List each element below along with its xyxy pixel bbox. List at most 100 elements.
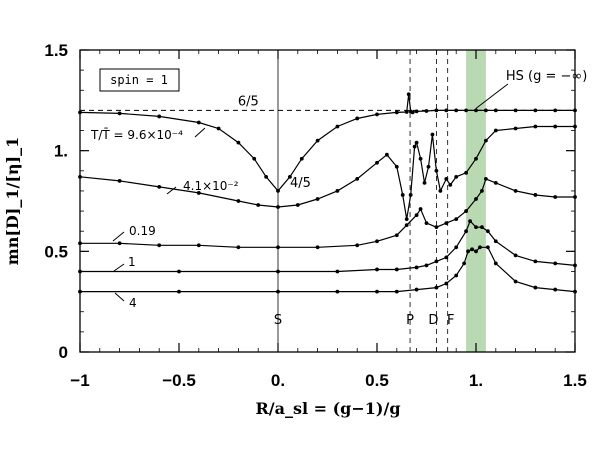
series-3-point-17 <box>513 253 518 258</box>
shaded-band-label: HS (g = −∞) <box>506 69 587 84</box>
series-label-1: 4.1×10⁻² <box>183 179 239 193</box>
shaded-band <box>466 50 486 352</box>
series-0-point-28 <box>493 108 498 113</box>
series-3-point-14 <box>480 225 484 230</box>
series-1-point-2 <box>157 185 162 189</box>
series-0-point-17 <box>406 92 411 97</box>
series-label-leader-2 <box>112 231 125 242</box>
series-1-point-10 <box>355 176 360 181</box>
series-4-point-18 <box>533 285 538 290</box>
series-2-point-20 <box>484 176 488 181</box>
reference-label-0: 6/5 <box>238 94 259 109</box>
y-tick-label-2: 1. <box>54 142 68 161</box>
series-1-point-14 <box>400 193 405 197</box>
series-0-point-8 <box>276 189 280 193</box>
series-3-point-8 <box>434 259 439 264</box>
series-1-point-23 <box>434 168 439 173</box>
series-1-point-5 <box>256 203 261 207</box>
y-tick-label-0: 0 <box>59 343 68 362</box>
y-tick-label-1: 0.5 <box>44 242 68 261</box>
series-1-point-4 <box>236 199 241 203</box>
series-3-point-18 <box>533 259 538 264</box>
series-0-point-26 <box>474 108 478 113</box>
series-2-point-16 <box>454 217 459 222</box>
series-1-point-16 <box>408 193 413 197</box>
series-4-point-1 <box>177 289 181 294</box>
series-0-point-6 <box>252 156 257 161</box>
series-4-point-6 <box>414 287 419 292</box>
series-3-point-3 <box>335 269 340 274</box>
series-2-point-6 <box>315 245 320 250</box>
series-2-point-8 <box>375 239 379 244</box>
series-1-point-11 <box>375 160 379 165</box>
series-4-point-17 <box>513 279 518 284</box>
series-0-point-2 <box>157 114 162 119</box>
x-tick-label-4: 1. <box>469 371 483 390</box>
series-0-point-14 <box>375 112 379 117</box>
series-3-point-5 <box>394 267 399 272</box>
series-1-point-21 <box>426 164 431 169</box>
series-2-point-2 <box>157 243 162 248</box>
series-4-point-5 <box>394 289 399 294</box>
series-1-point-20 <box>422 180 427 185</box>
series-layer <box>78 92 577 294</box>
series-0-point-27 <box>484 108 488 113</box>
series-0-point-24 <box>454 108 459 113</box>
series-4-point-19 <box>553 287 558 292</box>
series-1-point-28 <box>464 170 468 175</box>
legend-box-text: spin = 1 <box>110 73 168 87</box>
series-label-2: 0.19 <box>129 224 156 238</box>
ticks-layer <box>79 49 576 353</box>
series-label-leader-1 <box>166 186 177 195</box>
x-tick-label-3: 0.5 <box>365 371 389 390</box>
series-0-point-19 <box>410 110 415 115</box>
series-0-point-25 <box>464 108 468 113</box>
series-2-point-21 <box>493 180 498 185</box>
series-3-point-15 <box>485 229 490 234</box>
reference-label-3: D <box>428 313 438 328</box>
series-0-point-1 <box>117 111 122 116</box>
series-4-point-12 <box>470 247 474 252</box>
x-axis-title: R/a_sl = (g−1)/g <box>255 399 400 418</box>
series-1-point-30 <box>484 138 488 143</box>
series-1-point-22 <box>430 132 435 137</box>
plot-frame <box>79 49 576 353</box>
series-line-0 <box>79 94 575 192</box>
series-4-point-16 <box>493 261 498 266</box>
series-3-point-16 <box>493 239 498 244</box>
series-2-point-5 <box>276 245 280 250</box>
series-3-point-6 <box>414 265 419 270</box>
series-2-point-23 <box>533 193 538 197</box>
x-tick-label-5: 1.5 <box>563 371 587 390</box>
series-3-point-2 <box>276 269 280 274</box>
series-3-point-9 <box>444 255 449 260</box>
series-label-3: 1 <box>128 255 136 269</box>
series-4-point-11 <box>466 249 470 254</box>
reference-label-1: S <box>274 313 282 328</box>
series-label-leader-0 <box>194 127 206 138</box>
series-1-point-7 <box>295 203 300 207</box>
series-0-point-5 <box>236 140 241 145</box>
series-0-point-7 <box>264 174 269 179</box>
series-1-point-29 <box>474 156 478 161</box>
series-2-point-13 <box>424 221 429 226</box>
series-4-point-9 <box>454 273 459 278</box>
series-4-point-2 <box>276 289 280 294</box>
shaded-band-leader <box>475 83 509 109</box>
series-0-point-23 <box>444 108 449 113</box>
series-2-point-10 <box>404 223 409 228</box>
series-4-point-4 <box>375 289 379 294</box>
series-1-point-17 <box>412 144 417 149</box>
legend-box <box>99 68 180 92</box>
series-label-leader-4 <box>114 292 125 302</box>
series-0-point-16 <box>404 110 409 114</box>
series-4-point-15 <box>485 245 490 250</box>
series-0-point-11 <box>315 138 320 143</box>
series-1-point-8 <box>315 197 320 201</box>
series-1-point-19 <box>418 156 423 161</box>
series-3-point-10 <box>454 245 459 250</box>
series-3-point-7 <box>424 263 429 268</box>
series-2-point-24 <box>553 195 558 199</box>
series-1-point-32 <box>513 126 518 131</box>
series-4-point-13 <box>474 249 478 254</box>
